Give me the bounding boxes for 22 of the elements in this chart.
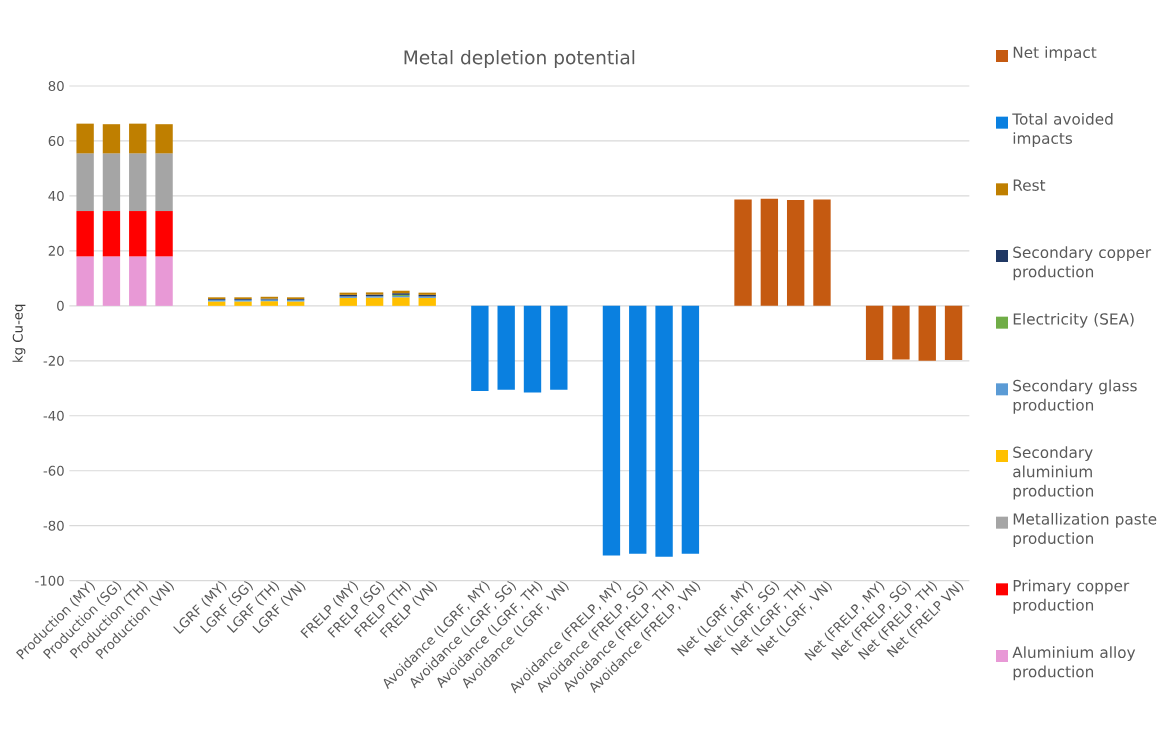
legend-label: Secondary aluminium production — [1013, 446, 1094, 500]
y-tick-label: 60 — [48, 135, 64, 146]
legend-label: Metallization paste production — [1013, 512, 1157, 547]
legend-label: Secondary copper production — [1013, 246, 1152, 281]
legend-label: Net impact — [1013, 46, 1097, 62]
legend-label: Aluminium alloy production — [1012, 646, 1136, 681]
y-tick-label: 80 — [48, 80, 64, 92]
legend-label: Rest — [1013, 179, 1046, 191]
chart-title: Metal depletion potential — [404, 50, 635, 69]
y-tick-label: 20 — [48, 245, 64, 256]
y-tick-label: -100 — [35, 575, 64, 586]
legend-label: Total avoided impacts — [1012, 112, 1113, 147]
y-tick-label: 0 — [57, 300, 64, 311]
legend-label: Primary copper production — [1013, 579, 1130, 614]
y-tick-label: 40 — [48, 190, 64, 201]
legend-label: Secondary glass production — [1013, 379, 1137, 414]
y-tick-label: -20 — [43, 355, 64, 366]
legend-label: Electricity (SEA) — [1013, 312, 1134, 328]
y-axis-title: kg Cu-eq — [12, 304, 26, 362]
y-tick-label: -80 — [43, 520, 64, 531]
y-tick-label: -40 — [43, 410, 64, 421]
y-tick-label: -60 — [43, 465, 64, 476]
